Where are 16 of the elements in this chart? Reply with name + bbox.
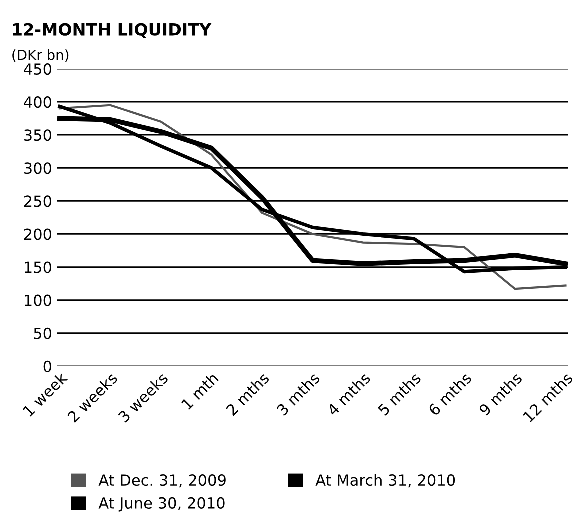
legend-label: At June 30, 2010 [98,497,225,512]
chart-title: 12-MONTH LIQUIDITY [13,23,212,38]
y-tick-label: 50 [34,328,52,340]
legend-label: At March 31, 2010 [316,474,456,488]
y-tick-label: 250 [24,196,52,208]
y-tick-label: 350 [24,130,52,142]
legend-label: At Dec. 31, 2009 [98,474,226,488]
y-tick-label: 400 [24,96,52,108]
y-tick-label: 450 [24,63,52,76]
x-tick-label: 1 mth [180,372,219,410]
y-tick-label: 200 [24,228,52,240]
y-axis-title: (DKr bn) [12,50,69,62]
y-tick-label: 0 [44,360,52,372]
y-tick-label: 300 [24,162,52,174]
y-tick-label: 150 [25,262,52,274]
y-tick-label: 100 [25,294,52,306]
